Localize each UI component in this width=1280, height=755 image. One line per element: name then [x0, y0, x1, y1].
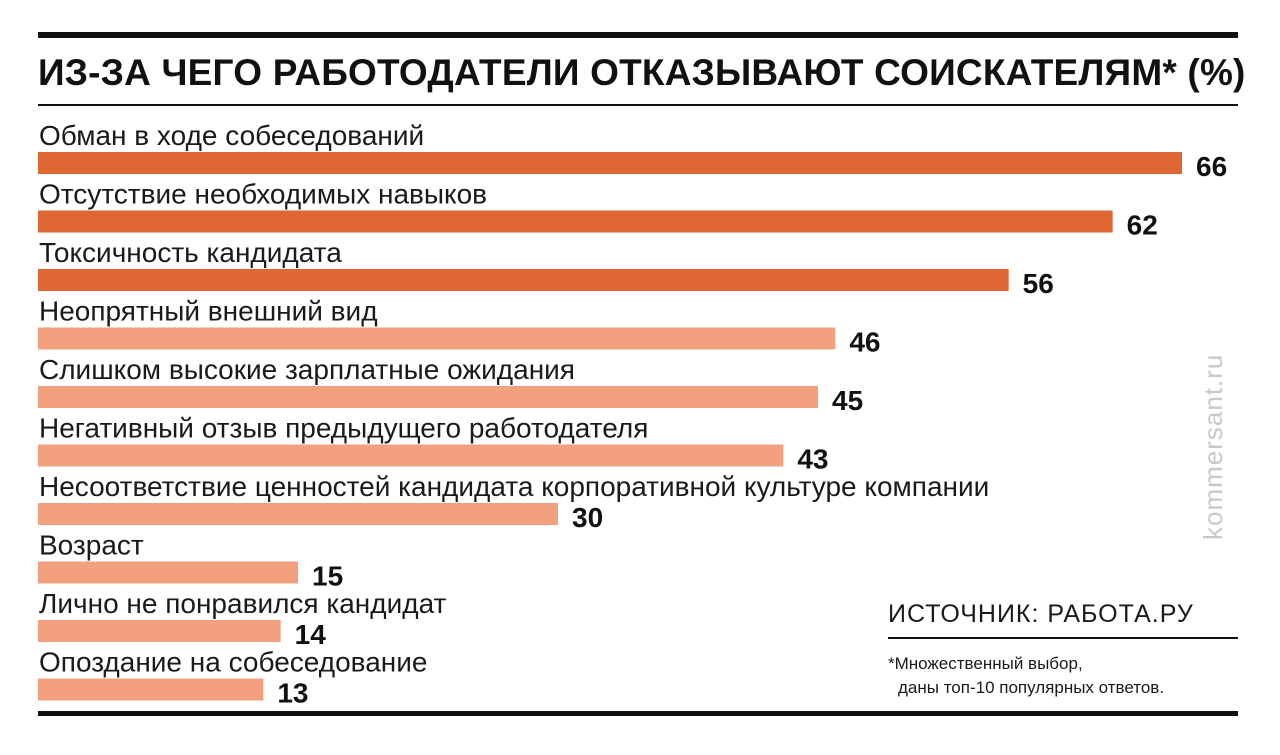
category-label: Лично не понравился кандидат [39, 588, 447, 619]
category-label: Возраст [39, 530, 144, 561]
chart-title: ИЗ-ЗА ЧЕГО РАБОТОДАТЕЛИ ОТКАЗЫВАЮТ СОИСК… [38, 52, 1246, 93]
value-label: 43 [797, 444, 828, 475]
value-label: 30 [572, 502, 603, 533]
bar [38, 444, 784, 467]
footnote-line-2: даны топ-10 популярных ответов. [898, 678, 1165, 697]
bar [38, 503, 558, 525]
bar [38, 269, 1009, 291]
value-label: 45 [832, 385, 863, 416]
watermark: kommersant.ru [1198, 353, 1228, 540]
category-label: Слишком высокие зарплатные ожидания [39, 354, 575, 385]
bar [38, 327, 836, 350]
category-label: Обман в ходе собеседований [39, 120, 424, 151]
value-label: 56 [1023, 268, 1054, 299]
bottom-rule [38, 711, 1238, 716]
category-label: Несоответствие ценностей кандидата корпо… [39, 471, 989, 502]
value-label: 66 [1196, 151, 1227, 182]
bar [38, 152, 1182, 174]
bar [38, 620, 281, 642]
bar [38, 386, 818, 408]
value-label: 62 [1127, 210, 1158, 241]
value-label: 15 [312, 561, 343, 592]
footnote-line-1: *Множественный выбор, [888, 654, 1083, 673]
value-label: 13 [277, 678, 308, 709]
bar [38, 678, 264, 701]
top-rule [38, 32, 1238, 38]
category-label: Токсичность кандидата [39, 237, 342, 268]
bar [38, 210, 1113, 233]
value-label: 46 [849, 327, 880, 358]
source-rule [888, 637, 1238, 639]
category-label: Опоздание на собеседование [39, 647, 427, 678]
category-label: Неопрятный внешний вид [39, 296, 378, 327]
source-label: ИСТОЧНИК: РАБОТА.РУ [888, 600, 1194, 628]
bar [38, 561, 298, 584]
category-label: Отсутствие необходимых навыков [39, 179, 487, 210]
category-label: Негативный отзыв предыдущего работодател… [39, 413, 648, 444]
value-label: 14 [295, 619, 327, 650]
title-rule [38, 104, 1238, 106]
footnote: *Множественный выбор, даны топ-10 популя… [888, 652, 1164, 700]
